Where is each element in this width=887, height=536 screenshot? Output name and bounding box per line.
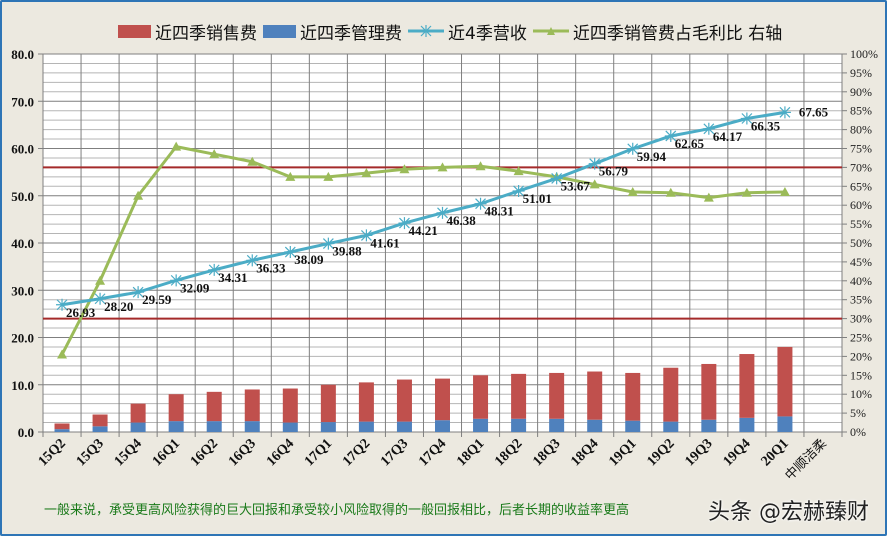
svg-text:80.0: 80.0	[11, 47, 34, 62]
stacked-bars	[54, 346, 793, 432]
svg-text:15Q2: 15Q2	[36, 436, 69, 469]
svg-text:30.0: 30.0	[11, 283, 34, 298]
svg-text:25%: 25%	[850, 331, 872, 345]
category-axis: 15Q2 15Q3 15Q4 16Q1 16Q2 16Q3 16Q4 17Q1 17Q2 17Q3…	[36, 436, 830, 483]
revenue-data-labels: 26.93 28.20 29.59 32.09 34.31 36.33 38.09 39.88…	[66, 104, 829, 319]
svg-text:40%: 40%	[850, 274, 872, 288]
svg-text:64.17: 64.17	[713, 129, 743, 144]
svg-text:40.0: 40.0	[11, 236, 34, 251]
svg-text:60.0: 60.0	[11, 142, 34, 157]
svg-text:0%: 0%	[850, 425, 866, 439]
svg-text:19Q3: 19Q3	[683, 436, 716, 469]
footer-note: 一般来说，承受更高风险获得的巨大回报和承受较小风险取得的一般回报相比，后者长期的…	[44, 503, 630, 518]
svg-text:19Q4: 19Q4	[721, 436, 754, 469]
svg-text:17Q1: 17Q1	[302, 436, 335, 469]
legend-label: 近四季销管费占毛利比 右轴	[572, 23, 783, 44]
svg-text:67.65: 67.65	[799, 104, 829, 119]
svg-text:16Q4: 16Q4	[264, 436, 297, 469]
svg-text:17Q4: 17Q4	[416, 436, 449, 469]
svg-text:75%: 75%	[850, 142, 872, 156]
svg-text:34.31: 34.31	[218, 270, 247, 285]
svg-text:15%: 15%	[850, 368, 872, 382]
svg-text:17Q2: 17Q2	[340, 436, 373, 469]
svg-text:28.20: 28.20	[104, 299, 133, 314]
svg-text:46.38: 46.38	[447, 213, 477, 228]
svg-text:0.0: 0.0	[18, 425, 34, 440]
svg-text:48.31: 48.31	[485, 204, 514, 219]
left-axis: 0.0 10.0 20.0 30.0 40.0 50.0 60.0 70.0 80.0	[11, 47, 43, 440]
svg-text:32.09: 32.09	[180, 280, 210, 295]
svg-text:65%: 65%	[850, 179, 872, 193]
svg-text:51.01: 51.01	[523, 191, 552, 206]
legend-swatch-blue-bar-icon	[263, 24, 296, 38]
svg-text:60%: 60%	[850, 198, 872, 212]
svg-text:39.88: 39.88	[332, 244, 362, 259]
svg-text:16Q3: 16Q3	[226, 436, 259, 469]
svg-text:19Q1: 19Q1	[606, 436, 639, 469]
svg-text:85%: 85%	[850, 104, 872, 118]
svg-text:100%: 100%	[850, 47, 878, 61]
legend-label: 近4季营收	[448, 23, 527, 44]
watermark: 头条 @宏赫臻财	[708, 500, 869, 525]
svg-text:30%: 30%	[850, 312, 872, 326]
legend-item-sales-expense: 近四季销售费	[118, 19, 257, 44]
svg-text:29.59: 29.59	[142, 292, 172, 307]
expense-ratio-line	[57, 141, 790, 359]
svg-text:38.09: 38.09	[294, 252, 324, 267]
svg-text:62.65: 62.65	[675, 136, 705, 151]
svg-text:中顺洁柔: 中顺洁柔	[782, 436, 829, 483]
svg-text:10%: 10%	[850, 387, 872, 401]
svg-text:90%: 90%	[850, 85, 872, 99]
svg-text:10.0: 10.0	[11, 378, 34, 393]
svg-text:19Q2: 19Q2	[644, 436, 677, 469]
legend-item-admin-expense: 近四季管理费	[263, 19, 402, 44]
svg-text:15Q4: 15Q4	[112, 436, 145, 469]
svg-text:16Q2: 16Q2	[188, 436, 221, 469]
svg-text:41.61: 41.61	[370, 235, 399, 250]
svg-text:18Q1: 18Q1	[454, 436, 487, 469]
svg-text:55%: 55%	[850, 217, 872, 231]
svg-text:18Q3: 18Q3	[530, 436, 563, 469]
svg-text:50%: 50%	[850, 236, 872, 250]
svg-text:17Q3: 17Q3	[378, 436, 411, 469]
legend-label: 近四季管理费	[300, 23, 402, 44]
legend-item-revenue: 近4季营收	[408, 19, 527, 44]
svg-text:36.33: 36.33	[256, 260, 286, 275]
legend-swatch-red-bar-icon	[118, 24, 151, 38]
legend-item-expense-ratio: 近四季销管费占毛利比 右轴	[532, 19, 783, 44]
chart-legend: 近四季销售费 近四季管理费 近4季营收 近四季销管费占毛利比 右轴	[118, 18, 788, 44]
right-axis: 0% 5% 10% 15% 20% 25% 30% 35% 40% 45% 50% 55% 60% 65%…	[842, 47, 878, 439]
svg-text:20Q1: 20Q1	[759, 436, 792, 469]
svg-text:26.93: 26.93	[66, 305, 96, 320]
legend-label: 近四季销售费	[155, 23, 257, 44]
svg-text:80%: 80%	[850, 123, 872, 137]
revenue-line	[56, 106, 791, 311]
svg-text:53.67: 53.67	[561, 178, 591, 193]
legend-triangle-line-icon	[532, 27, 569, 35]
svg-text:59.94: 59.94	[637, 149, 667, 164]
svg-text:35%: 35%	[850, 293, 872, 307]
svg-text:15Q3: 15Q3	[74, 436, 107, 469]
svg-text:16Q1: 16Q1	[150, 436, 183, 469]
svg-text:5%: 5%	[850, 406, 866, 420]
svg-text:95%: 95%	[850, 66, 872, 80]
svg-text:44.21: 44.21	[408, 223, 437, 238]
svg-text:66.35: 66.35	[751, 118, 781, 133]
svg-text:18Q2: 18Q2	[492, 436, 525, 469]
svg-text:70.0: 70.0	[11, 94, 34, 109]
svg-text:20.0: 20.0	[11, 331, 34, 346]
legend-star-line-icon	[408, 25, 444, 37]
svg-text:50.0: 50.0	[11, 189, 34, 204]
svg-text:56.79: 56.79	[599, 164, 629, 179]
svg-text:20%: 20%	[850, 349, 872, 363]
svg-text:18Q4: 18Q4	[568, 436, 601, 469]
svg-text:70%: 70%	[850, 160, 872, 174]
svg-text:45%: 45%	[850, 255, 872, 269]
